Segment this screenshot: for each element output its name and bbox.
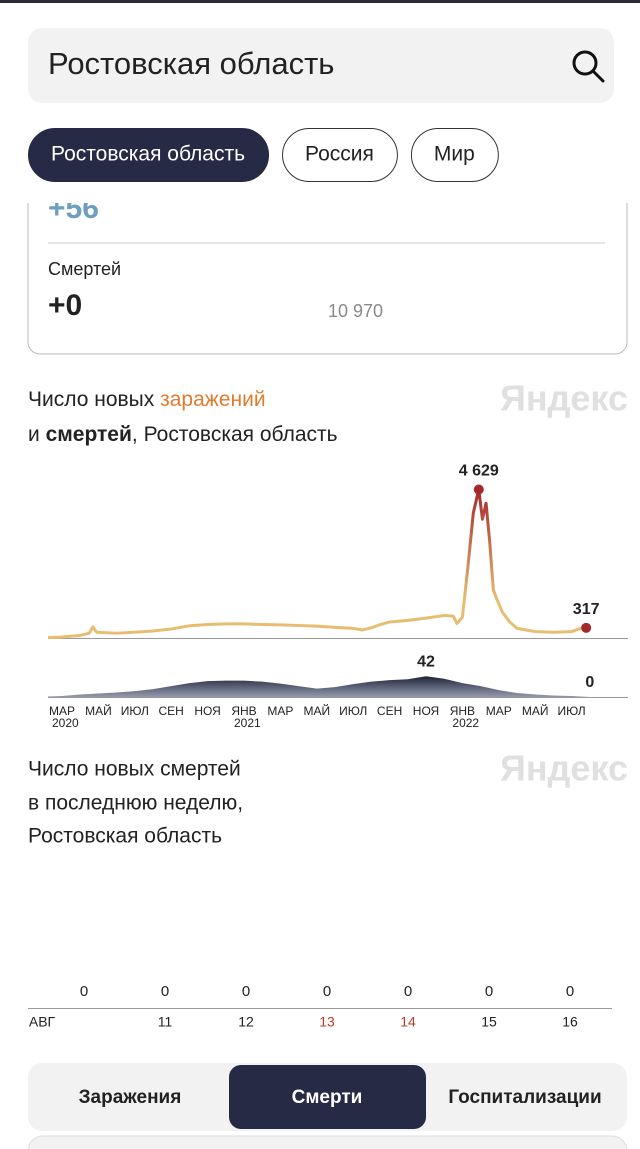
chart-title: Число новых заражений [28,388,266,411]
cases-line [47,487,587,640]
x-tick-label: 14 [400,1014,416,1030]
search-box[interactable] [28,28,614,103]
deaths-area [47,676,590,697]
search-icon[interactable] [572,50,605,83]
title-part: смертей [46,423,132,446]
x-tick-label: СЕН [159,704,184,718]
x-tick-label: 12 [238,1014,254,1030]
cases-delta: +56 [48,192,99,225]
x-tick-label: АВГ [29,1014,56,1030]
chart-title: и смертей, Ростовская область [28,423,338,446]
x-tick-label: МАЙ [522,703,549,718]
tab-label: Госпитализации [448,1087,601,1108]
deaths-delta: +0 [48,289,82,322]
title-part: Число новых [28,388,160,411]
watermark: Яндекс [500,378,628,419]
tab-active [229,1065,426,1129]
x-tick-year: 2022 [452,716,479,730]
metric-tab[interactable]: Смерти [229,1065,426,1129]
x-tick-label: НОЯ [413,704,439,718]
region-tab[interactable]: Ростовская область [28,128,270,182]
x-tick-label: МАЙ [85,703,112,718]
data-label: 0 [404,983,412,1000]
region-tab[interactable]: Россия [282,128,398,182]
x-tick-label: ИЮЛ [339,704,367,718]
point-marker [473,484,484,495]
data-label: 0 [485,983,493,1000]
stats-card [27,203,628,355]
x-tick-year: 2020 [52,716,79,730]
title-part: , Ростовская область [132,423,338,446]
title-accent: заражений [160,388,265,411]
data-label: 0 [242,983,250,1000]
chart-title: Ростовская область [28,825,222,848]
tab-label: Мир [434,143,475,166]
tab-label: Заражения [79,1087,182,1108]
search-text: Ростовская область [48,46,334,81]
x-tick-label: МАР [49,704,75,718]
data-label: 0 [566,983,574,1000]
deaths-total: 10 970 [328,301,383,321]
tab-pill [282,128,398,182]
x-tick-label: ЯНВ [231,704,256,718]
data-label: 42 [417,653,435,670]
title-part: и [28,423,46,446]
x-tick-label: НОЯ [194,704,220,718]
data-label: 0 [80,983,88,1000]
status-edge [0,0,640,3]
chart-title: Число новых смертей [28,758,241,781]
x-tick-label: 16 [562,1014,578,1030]
data-label: 317 [573,601,600,618]
x-tick-label: 11 [158,1014,173,1030]
tab-label: Ростовская область [51,143,245,166]
point-marker [581,622,592,633]
chart-title: в последнюю неделю, [28,792,243,815]
x-tick-label: СЕН [377,704,402,718]
x-tick-label: МАР [267,704,293,718]
tab-label: Россия [305,143,374,166]
metric-tab[interactable]: Заражения [79,1087,182,1108]
tab-pill [410,128,499,182]
x-tick-year: 2021 [234,716,261,730]
tab-pill [28,128,270,182]
x-tick-label: МАЙ [303,703,330,718]
data-label: 0 [585,674,594,691]
watermark: Яндекс [500,748,628,789]
x-tick-label: ИЮЛ [121,704,149,718]
tab-label: Смерти [292,1087,363,1108]
x-tick-label: МАР [486,704,512,718]
metric-tab[interactable]: Госпитализации [448,1087,601,1108]
next-panel [27,1135,628,1149]
x-tick-label: 15 [481,1014,497,1030]
x-tick-label: ИЮЛ [558,704,586,718]
data-label: 4 629 [459,463,499,480]
x-tick-label: 13 [319,1014,335,1030]
data-label: 0 [161,983,169,1000]
region-tab[interactable]: Мир [410,128,499,182]
deaths-label: Смертей [48,259,121,279]
data-label: 0 [323,983,331,1000]
x-tick-label: ЯНВ [450,704,475,718]
